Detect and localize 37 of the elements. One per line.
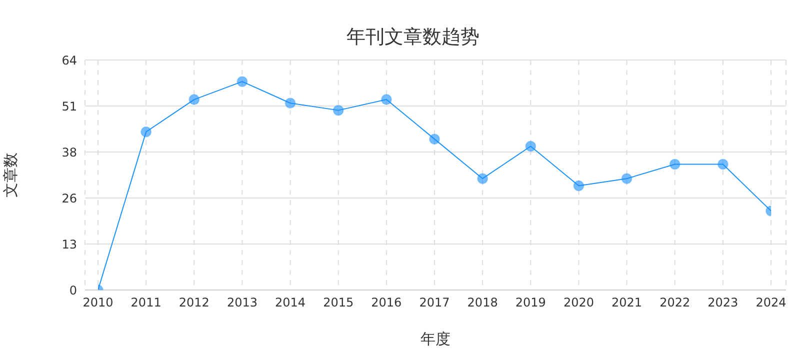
point	[429, 134, 440, 145]
point	[525, 140, 536, 152]
x-tick-label: 2016	[371, 296, 402, 310]
x-tick-label: 2024	[756, 296, 786, 310]
x-tick-label: 2022	[660, 296, 690, 310]
y-tick-label: 13	[62, 237, 77, 252]
x-tick-label: 2014	[275, 296, 306, 310]
x-tick-label: 2013	[226, 296, 258, 310]
x-tick-label: 2012	[178, 296, 210, 310]
chart-title: 年刊文章数趋势	[346, 25, 480, 50]
point	[717, 158, 728, 170]
point	[573, 180, 584, 192]
x-axis-title: 年度	[420, 330, 450, 348]
x-tick-label: 2021	[612, 296, 642, 310]
point	[621, 173, 632, 184]
x-tick-label: 2018	[467, 296, 498, 310]
y-tick-label: 51	[62, 99, 77, 114]
point	[188, 94, 200, 106]
y-tick-label: 0	[69, 283, 77, 298]
y-tick-label: 26	[62, 191, 77, 206]
y-axis-title: 文章数	[1, 152, 20, 198]
x-tick-label: 2023	[708, 296, 738, 310]
point	[140, 126, 152, 138]
x-tick-label: 2017	[419, 296, 450, 310]
point	[380, 94, 392, 106]
point	[284, 98, 296, 109]
point	[669, 158, 680, 170]
x-tick-label: 2020	[563, 296, 594, 310]
x-tick-label: 2010	[82, 296, 114, 310]
point	[477, 173, 488, 184]
x-tick-label: 2019	[515, 296, 546, 310]
y-tick-label: 38	[62, 145, 77, 160]
x-tick-label: 2015	[323, 296, 354, 310]
point	[236, 76, 248, 88]
x-tick-label: 2011	[130, 296, 162, 310]
y-tick-label: 64	[62, 53, 77, 68]
point	[332, 104, 344, 116]
